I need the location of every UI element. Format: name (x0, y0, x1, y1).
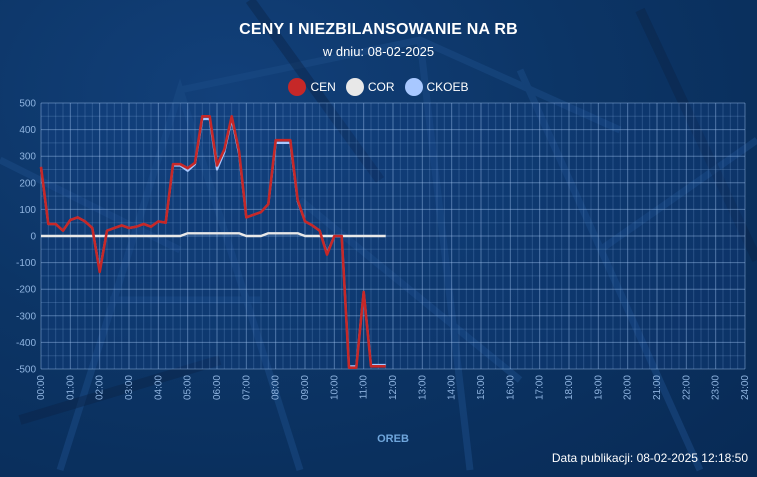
series-line-cen (39, 115, 386, 370)
x-tick-label: 08:00 (271, 375, 282, 400)
x-tick-label: 11:00 (359, 375, 370, 400)
legend-label-ckoeb: CKOEB (426, 80, 469, 94)
x-tick-label: 23:00 (711, 375, 722, 400)
legend-item-cen[interactable]: CEN (288, 78, 336, 96)
y-tick-label: -500 (16, 365, 36, 376)
x-tick-label: 00:00 (36, 375, 47, 400)
publication-date: Data publikacji: 08-02-2025 12:18:50 (551, 451, 748, 465)
y-tick-label: 500 (19, 99, 36, 110)
x-tick-label: 15:00 (476, 375, 487, 400)
y-tick-label: 0 (30, 232, 36, 243)
y-tick-label: -400 (16, 338, 36, 349)
x-tick-label: 16:00 (505, 375, 516, 400)
x-tick-label: 17:00 (535, 375, 546, 400)
x-tick-label: 03:00 (124, 375, 135, 400)
x-tick-label: 14:00 (447, 375, 458, 400)
x-tick-label: 01:00 (65, 375, 76, 400)
x-tick-label: 07:00 (241, 375, 252, 400)
x-tick-label: 10:00 (329, 375, 340, 400)
y-tick-label: -100 (16, 258, 36, 269)
legend-swatch-cor (345, 78, 364, 96)
legend: CEN COR CKOEB (0, 78, 757, 96)
x-tick-label: 06:00 (212, 375, 223, 400)
x-tick-label: 12:00 (388, 375, 399, 400)
legend-swatch-cen (288, 78, 307, 96)
y-tick-label: 400 (19, 125, 36, 136)
x-tick-label: 18:00 (564, 375, 575, 400)
y-tick-label: 100 (19, 205, 36, 216)
x-tick-label: 09:00 (300, 375, 311, 400)
legend-label-cen: CEN (310, 80, 336, 94)
y-tick-label: 300 (19, 152, 36, 163)
chart-subtitle: w dniu: 08-02-2025 (322, 44, 435, 59)
x-tick-label: 04:00 (153, 375, 164, 400)
x-axis-title: OREB (377, 433, 409, 445)
x-tick-label: 19:00 (593, 375, 604, 400)
legend-swatch-ckoeb (404, 78, 423, 96)
x-tick-label: 13:00 (417, 375, 428, 400)
y-tick-label: -200 (16, 285, 36, 296)
x-tick-label: 24:00 (740, 375, 751, 400)
legend-label-cor: COR (367, 80, 395, 94)
y-tick-label: -300 (16, 311, 36, 322)
series-line-cor (41, 232, 386, 238)
x-tick-label: 21:00 (652, 375, 663, 400)
x-tick-label: 02:00 (95, 375, 106, 400)
legend-item-ckoeb[interactable]: CKOEB (404, 78, 469, 96)
chart-title: CENY I NIEZBILANSOWANIE NA RB (239, 21, 518, 38)
y-tick-label: 200 (19, 178, 36, 189)
legend-item-cor[interactable]: COR (345, 78, 395, 96)
x-tick-label: 22:00 (681, 375, 692, 400)
x-tick-label: 20:00 (623, 375, 634, 400)
x-tick-label: 05:00 (183, 375, 194, 400)
